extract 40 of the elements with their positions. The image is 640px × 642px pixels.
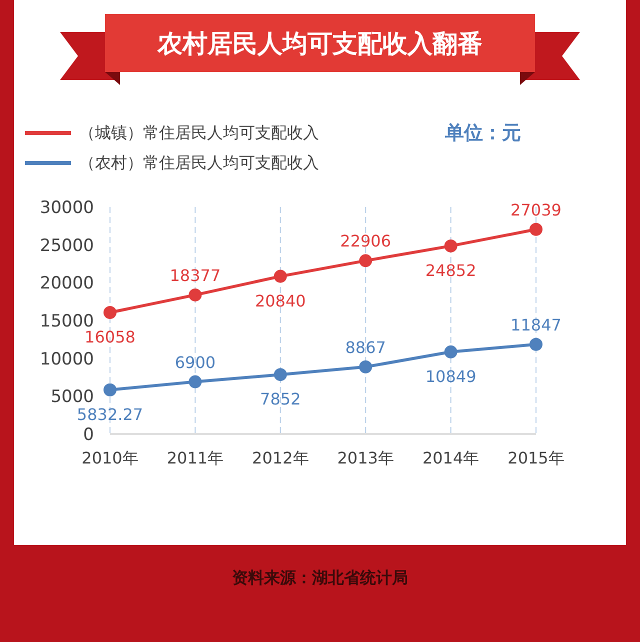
y-tick-label: 5000 [50, 387, 94, 408]
point [444, 239, 458, 252]
text: 资料来源：湖北省统计局 [231, 568, 409, 589]
point [104, 306, 116, 319]
point [530, 338, 542, 351]
data-label: 22906 [340, 232, 392, 251]
x-tick-label: 2011年 [166, 448, 224, 468]
data-label: 24852 [425, 260, 476, 280]
y-tick-label: 0 [83, 425, 94, 446]
data-label: 11847 [510, 315, 562, 334]
point [188, 375, 202, 388]
point [359, 360, 372, 374]
y-axis-title: 单位：元 [445, 121, 521, 146]
chart-title: 农村居民人均可支配收入翻番 [105, 14, 535, 72]
point [274, 270, 287, 283]
point [188, 288, 202, 302]
data-label: 6900 [174, 352, 216, 372]
data-label: 20840 [254, 291, 306, 310]
y-tick-label: 20000 [40, 274, 94, 294]
y-tick-label: 25000 [40, 236, 94, 256]
data-label: 7852 [260, 390, 301, 409]
point [104, 383, 116, 396]
point [530, 222, 542, 236]
x-tick-label: 2015年 [508, 448, 564, 468]
data-label: 18377 [170, 266, 221, 285]
data-label: 8867 [345, 338, 386, 357]
data-label: 5832.27 [76, 404, 144, 424]
legend-label: （城镇）常住居民人均可支配收入 [79, 122, 319, 144]
legend-label: （农村）常住居民人均可支配收入 [79, 152, 319, 174]
point [274, 368, 287, 382]
x-tick-label: 2014年 [422, 448, 480, 468]
x-tick-label: 2012年 [252, 448, 309, 468]
point [359, 254, 372, 268]
x-tick-label: 2013年 [337, 448, 394, 468]
data-label: 27039 [510, 200, 562, 220]
x-tick-label: 2010年 [82, 448, 138, 468]
point [444, 345, 458, 358]
y-tick-label: 30000 [40, 198, 94, 218]
y-tick-label: 10000 [40, 349, 94, 370]
data-label: 10849 [425, 366, 476, 386]
